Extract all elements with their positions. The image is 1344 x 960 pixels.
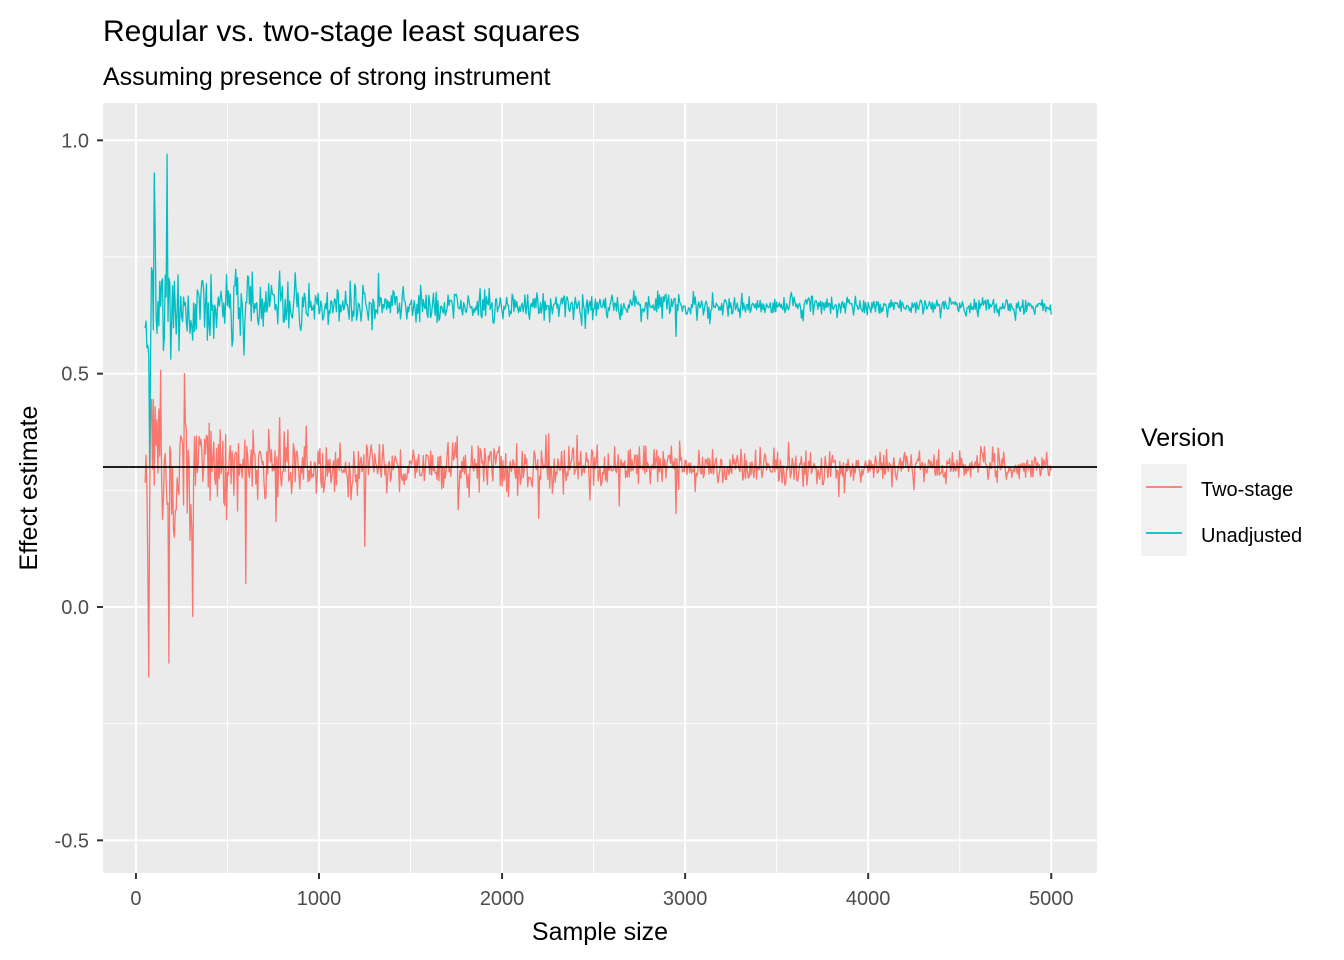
x-tick-label: 2000 [480,888,525,910]
x-tick-label: 3000 [663,888,708,910]
y-axis-title: Effect estimate [15,406,43,571]
legend-label-two-stage: Two-stage [1201,479,1293,501]
legend: Version Two-stage Unadjusted [1141,424,1302,556]
x-tick-label: 1000 [297,888,342,910]
y-tick-label: 1.0 [61,130,89,152]
chart-title: Regular vs. two-stage least squares [103,15,580,48]
series-layer [144,153,1052,678]
y-tick-label: 0.0 [61,597,89,619]
x-tick-label: 0 [130,888,141,910]
plot-panel [103,103,1097,873]
y-axis: -0.5 0.0 0.5 1.0 [55,130,103,852]
x-tick-label: 4000 [846,888,891,910]
grid-minor [103,103,1097,873]
grid-major [103,103,1097,873]
series-line-unadjusted [144,153,1052,468]
x-axis: 0 1000 2000 3000 4000 5000 [130,873,1073,910]
legend-title: Version [1141,424,1224,452]
x-tick-label: 5000 [1029,888,1074,910]
chart-subtitle: Assuming presence of strong instrument [103,63,550,91]
y-tick-label: -0.5 [55,830,89,852]
series-line-two-stage [144,369,1052,678]
y-tick-label: 0.5 [61,364,89,386]
x-axis-title: Sample size [532,918,668,946]
legend-label-unadjusted: Unadjusted [1201,525,1302,547]
